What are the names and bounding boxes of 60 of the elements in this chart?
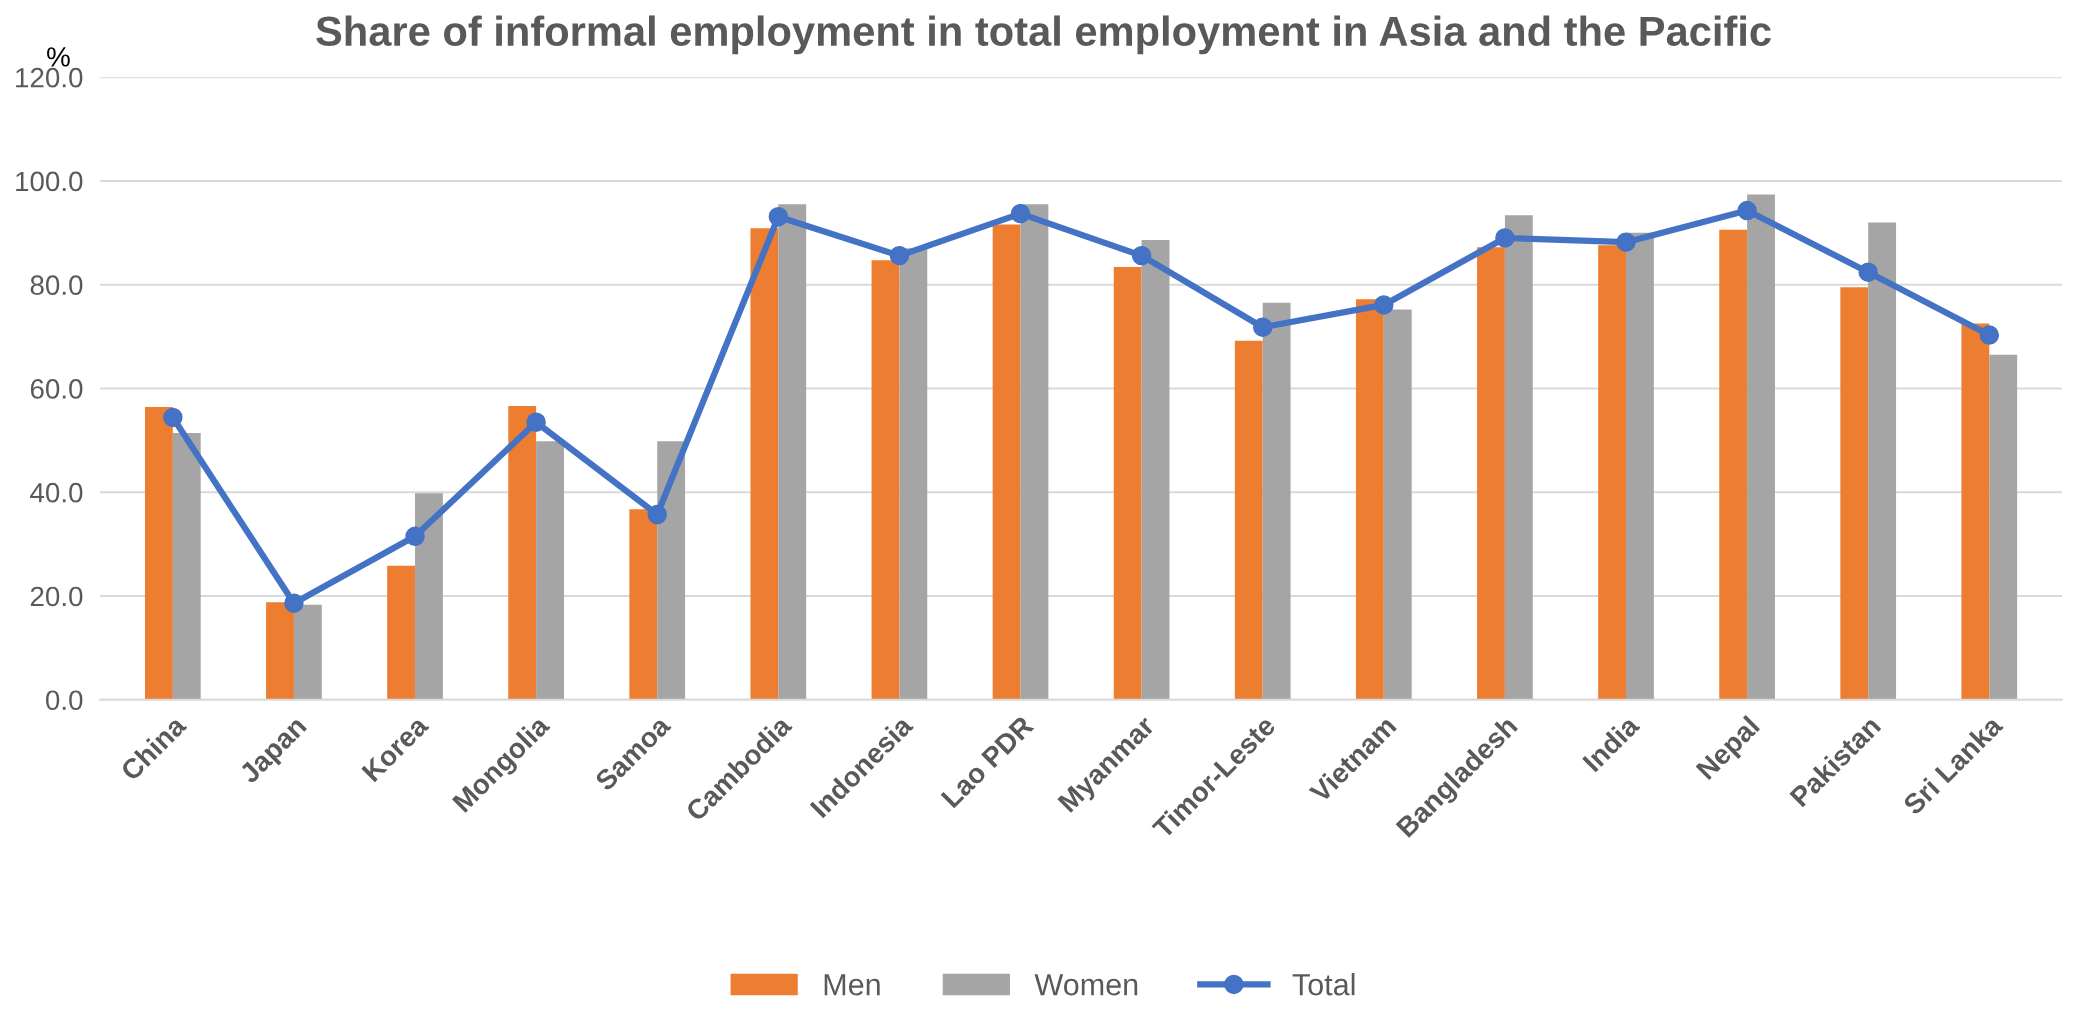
bar [1141,240,1170,700]
bar [1598,245,1626,700]
bar [629,509,658,700]
bar [387,565,416,700]
bar [415,493,443,700]
y-tick-label: 80.0 [30,275,83,296]
bar [1504,215,1533,700]
bar [1020,204,1049,700]
bar [1355,299,1384,700]
bar [871,260,900,700]
bar [144,407,173,700]
point [405,526,425,547]
point [284,593,304,613]
bar [293,604,322,700]
bar [172,433,201,700]
bar [1747,194,1775,700]
chart-title: Share of informal employment in total employment in Asia and the Pacific [316,15,1771,55]
y-tick-label: 100.0 [16,171,83,192]
legend-label: Men [824,974,880,996]
y-tick-label: 60.0 [30,379,83,399]
bar [778,204,807,700]
point [1616,232,1636,252]
bar [1626,232,1654,700]
bar [899,248,928,700]
bar [1477,247,1505,700]
point [526,412,546,432]
bar [992,224,1021,700]
point [1858,262,1878,282]
bar [1868,222,1897,700]
bar [1989,354,2018,700]
bar [266,602,294,700]
legend-label: Women [1034,974,1138,996]
y-tick-label: 40.0 [30,482,83,503]
point [1737,200,1757,221]
y-tick-label: 120.0 [16,67,83,88]
bar [536,441,564,700]
point [1131,245,1152,266]
bar [1719,229,1748,700]
bar [1234,340,1263,700]
point [1495,228,1515,248]
legend-label: Total [1292,973,1355,996]
y-axis-title: % [47,47,70,67]
point [1252,317,1273,337]
point [768,207,789,227]
point [1374,295,1394,315]
bar [750,228,779,700]
y-tick-label: 0.0 [45,690,83,711]
y-tick-label: 20.0 [30,586,83,607]
point [647,504,667,525]
point [889,245,910,266]
bar [1383,309,1412,700]
bar [1961,323,1990,700]
bar [1113,267,1142,700]
bar [1262,302,1291,700]
point [163,407,183,428]
point [1010,203,1031,224]
bar [508,406,537,700]
point [1979,325,2000,345]
bar [657,441,686,700]
bar [1840,287,1869,700]
